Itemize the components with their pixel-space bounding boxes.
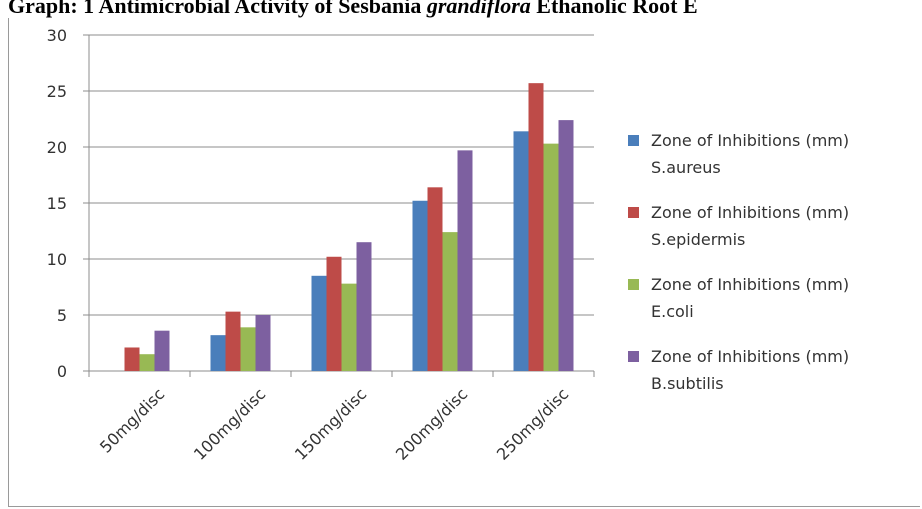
bar-s-aureus-1 [210, 335, 226, 371]
bar-b-subtilis-4 [558, 120, 574, 372]
chart-title: Graph: 1 Antimicrobial Activity of Sesba… [0, 0, 922, 21]
legend-label: Zone of Inhibitions (mm) [651, 131, 849, 150]
legend-label: Zone of Inhibitions (mm) [651, 275, 849, 294]
y-tick-label: 20 [47, 138, 67, 157]
bar-b-subtilis-3 [457, 150, 473, 371]
bar-s-aureus-3 [412, 200, 428, 371]
legend-label: Zone of Inhibitions (mm) [651, 203, 849, 222]
legend-label-organism: B.subtilis [651, 374, 724, 393]
x-tick-label: 200mg/disc [392, 384, 471, 463]
legend-swatch [628, 135, 639, 146]
y-tick-label: 30 [47, 26, 67, 45]
bar-b-subtilis-0 [154, 330, 170, 371]
y-tick-label: 5 [57, 306, 67, 325]
bar-s-aureus-4 [513, 131, 529, 371]
bar-e-coli-1 [240, 327, 256, 371]
bar-s-epidermis-3 [427, 187, 443, 371]
legend-label-organism: S.aureus [651, 158, 721, 177]
legend-label-organism: S.epidermis [651, 230, 745, 249]
bar-e-coli-4 [543, 143, 559, 371]
bar-s-aureus-2 [311, 275, 327, 371]
bar-s-epidermis-1 [225, 311, 241, 371]
bar-b-subtilis-1 [255, 315, 271, 371]
chart-title-part2: Ethanolic Root E [530, 0, 698, 18]
bar-s-epidermis-4 [528, 83, 544, 371]
x-tick-label: 50mg/disc [96, 384, 168, 456]
y-tick-label: 15 [47, 194, 67, 213]
y-tick-label: 25 [47, 82, 67, 101]
bar-e-coli-3 [442, 232, 458, 371]
chart-title-part1: Graph: 1 Antimicrobial Activity of Sesba… [8, 0, 427, 18]
bar-s-epidermis-0 [124, 347, 140, 371]
legend-swatch [628, 207, 639, 218]
legend-swatch [628, 351, 639, 362]
legend-swatch [628, 279, 639, 290]
x-tick-label: 100mg/disc [190, 384, 269, 463]
bar-e-coli-0 [139, 354, 155, 371]
legend-label-organism: E.coli [651, 302, 694, 321]
bar-s-epidermis-2 [326, 256, 342, 371]
bar-b-subtilis-2 [356, 242, 372, 371]
x-tick-label: 250mg/disc [493, 384, 572, 463]
y-tick-label: 10 [47, 250, 67, 269]
chart-frame [8, 18, 920, 507]
bar-e-coli-2 [341, 283, 357, 371]
x-tick-label: 150mg/disc [291, 384, 370, 463]
chart-title-italic: grandiflora [426, 0, 531, 18]
y-tick-label: 0 [57, 362, 67, 381]
legend-label: Zone of Inhibitions (mm) [651, 347, 849, 366]
